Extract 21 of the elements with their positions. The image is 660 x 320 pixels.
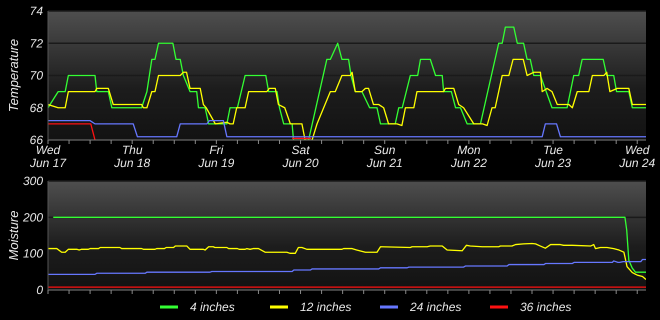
y-axis-title: Temperature (6, 38, 21, 112)
y-tick-label: 68 (30, 100, 44, 115)
legend-label: 36 inches (520, 300, 572, 314)
x-tick-label: Fri Jun 19 (197, 143, 235, 170)
y-tick-label: 72 (30, 36, 44, 50)
legend-label: 4 inches (190, 300, 235, 314)
x-tick-label: Tue Jun 23 (534, 143, 572, 170)
legend-label: 24 inches (409, 300, 462, 314)
x-tick-label: Thu Jun 18 (113, 143, 151, 170)
x-tick-label: Sun Jun 21 (366, 143, 403, 170)
legend-label: 12 inches (300, 300, 352, 314)
y-tick-label: 0 (36, 283, 44, 297)
y-tick-label: 70 (30, 68, 44, 82)
y-tick-label: 300 (22, 174, 44, 188)
y-tick-label: 74 (30, 4, 44, 18)
y-tick-label: 200 (22, 210, 44, 224)
y-tick-label: 100 (22, 246, 44, 261)
x-tick-label: Mon Jun 22 (450, 143, 488, 170)
x-tick-label: Sat Jun 20 (282, 143, 319, 170)
x-tick-label: Wed Jun 24 (618, 143, 656, 170)
y-axis-title: Moisture (6, 210, 21, 260)
